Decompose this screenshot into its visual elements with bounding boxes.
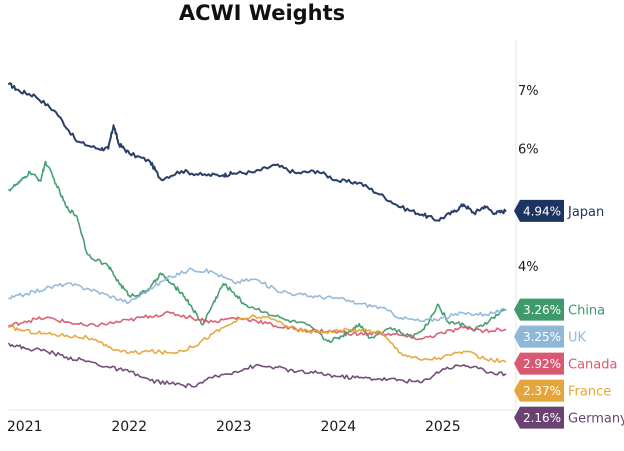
end-tag-germany: 2.16% Germany bbox=[514, 406, 624, 429]
x-tick-label-2022: 2022 bbox=[111, 419, 147, 435]
x-tick-label-2024: 2024 bbox=[320, 419, 356, 435]
series-line-france bbox=[8, 314, 507, 364]
end-tag-value-uk: 3.25% bbox=[523, 330, 561, 344]
series-label-china: China bbox=[568, 304, 605, 319]
end-tag-box-china bbox=[514, 298, 564, 321]
y-tick-label-7-: 7% bbox=[518, 84, 539, 99]
series-line-uk bbox=[8, 267, 507, 323]
plot-area bbox=[9, 40, 517, 411]
series-line-canada bbox=[8, 310, 507, 341]
end-tag-value-germany: 2.16% bbox=[523, 411, 561, 425]
end-tag-value-china: 3.26% bbox=[523, 303, 561, 317]
end-tag-value-france: 2.37% bbox=[523, 384, 561, 398]
series-layer bbox=[8, 82, 507, 389]
y-tick-label-6-: 6% bbox=[518, 143, 539, 158]
end-tag-box-canada bbox=[514, 352, 564, 375]
x-tick-labels: 2021 2022 2023 2024 2025 bbox=[7, 419, 461, 435]
series-line-germany bbox=[8, 342, 507, 389]
series-line-japan bbox=[8, 82, 507, 222]
end-tag-value-japan: 4.94% bbox=[523, 204, 561, 218]
series-label-japan: Japan bbox=[567, 205, 604, 220]
series-label-canada: Canada bbox=[568, 358, 617, 373]
end-tag-japan: 4.94% Japan bbox=[514, 199, 604, 222]
x-tick-label-2023: 2023 bbox=[216, 419, 252, 435]
end-tag-value-canada: 2.92% bbox=[523, 357, 561, 371]
series-line-china bbox=[8, 160, 507, 344]
end-tag-france: 2.37% France bbox=[514, 379, 611, 402]
end-tag-uk: 3.25% UK bbox=[514, 325, 587, 348]
end-tag-box-france bbox=[514, 379, 564, 402]
end-tag-china: 3.26% China bbox=[514, 298, 605, 321]
y-tick-labels: 7% 6% 4% bbox=[518, 84, 539, 275]
end-tag-box-japan bbox=[514, 199, 564, 222]
series-label-germany: Germany bbox=[568, 412, 624, 427]
end-tag-canada: 2.92% Canada bbox=[514, 352, 617, 375]
end-tag-box-uk bbox=[514, 325, 564, 348]
chart-title: ACWI Weights bbox=[179, 1, 345, 25]
y-tick-label-4-: 4% bbox=[518, 260, 539, 275]
end-tag-box-germany bbox=[514, 406, 564, 429]
series-label-uk: UK bbox=[568, 331, 587, 346]
x-tick-label-2025: 2025 bbox=[425, 419, 461, 435]
series-label-france: France bbox=[568, 385, 611, 400]
x-tick-label-2021: 2021 bbox=[7, 419, 43, 435]
